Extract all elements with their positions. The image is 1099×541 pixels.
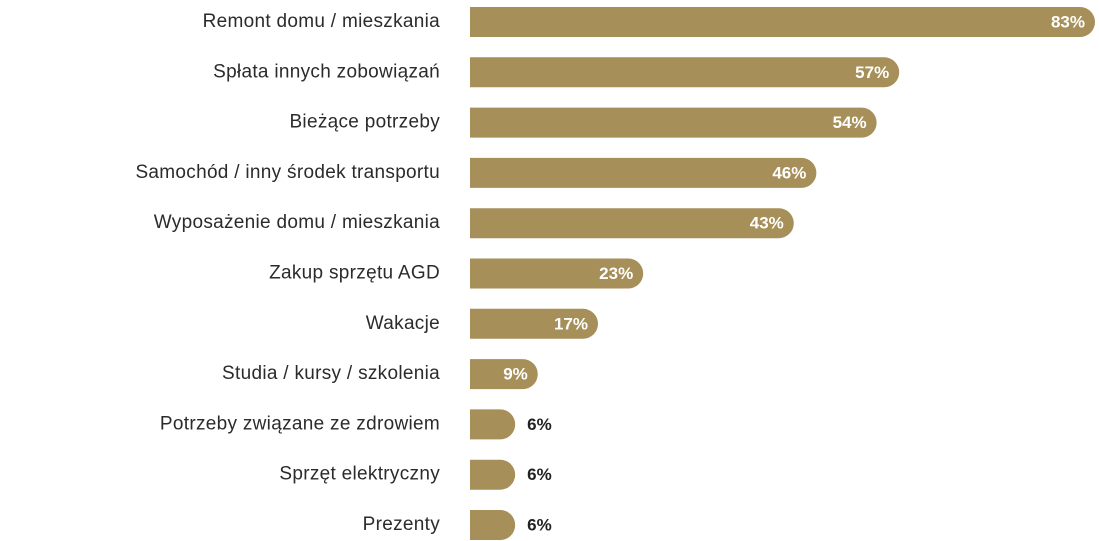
category-label: Remont domu / mieszkania: [203, 11, 441, 32]
bar: [470, 510, 516, 540]
category-label: Wyposażenie domu / mieszkania: [154, 212, 440, 233]
value-label: 23%: [599, 264, 633, 283]
bar: [470, 258, 644, 289]
value-label: 17%: [554, 314, 588, 333]
value-label: 46%: [772, 163, 806, 182]
bar: [470, 57, 900, 88]
category-label: Zakup sprzętu AGD: [269, 263, 440, 284]
bar: [470, 208, 794, 239]
bar: [470, 308, 599, 339]
category-label: Samochód / inny środek transportu: [135, 162, 440, 183]
bar: [470, 107, 877, 138]
value-label: 43%: [750, 214, 784, 233]
value-label: 54%: [833, 113, 867, 132]
category-label: Bieżące potrzeby: [289, 112, 440, 133]
value-label: 6%: [527, 415, 552, 434]
category-label: Wakacje: [366, 313, 440, 334]
category-label: Sprzęt elektryczny: [279, 464, 440, 485]
category-label: Potrzeby związane ze zdrowiem: [160, 413, 440, 434]
bar: [470, 157, 817, 188]
value-label: 6%: [527, 515, 552, 534]
bar: [470, 7, 1095, 37]
bar: [470, 359, 538, 390]
value-label: 57%: [855, 63, 889, 82]
bar: [470, 459, 516, 490]
value-label: 6%: [527, 465, 552, 484]
category-label: Prezenty: [363, 514, 441, 535]
category-label: Studia / kursy / szkolenia: [222, 363, 440, 384]
value-label: 9%: [503, 365, 528, 384]
category-label: Spłata innych zobowiązań: [213, 61, 440, 82]
value-label: 83%: [1051, 12, 1085, 31]
bar: [470, 409, 516, 440]
